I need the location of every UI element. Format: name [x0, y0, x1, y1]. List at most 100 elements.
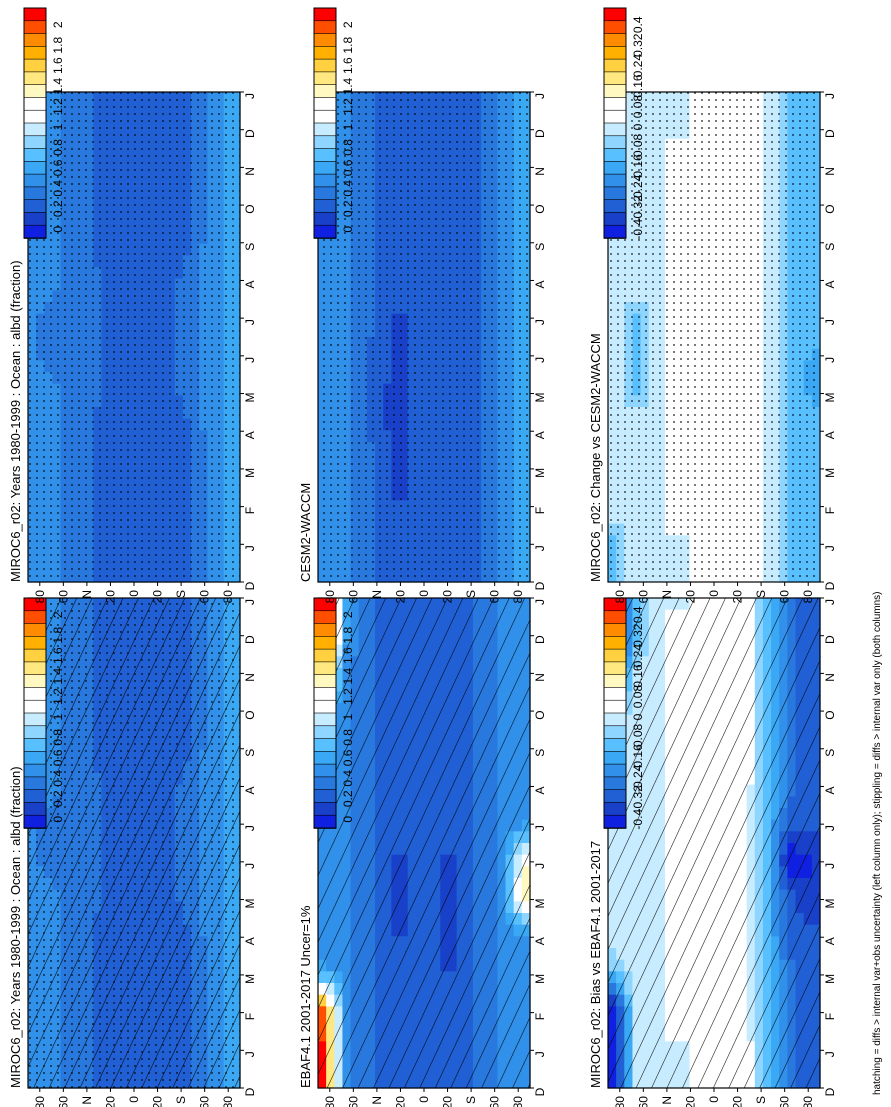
colorbar-label: 0.8 [341, 139, 355, 156]
colorbar-box [23, 186, 47, 201]
colorbar-label: 1 [51, 123, 65, 130]
lat-tick-label: 0 [127, 1096, 141, 1103]
colorbar-box [313, 623, 337, 638]
colorbar-box [23, 636, 47, 650]
colorbar-box [23, 161, 47, 175]
month-tick-label: J [243, 545, 257, 551]
lat-tick-label: 60 [488, 590, 502, 604]
colorbar-box [313, 109, 337, 124]
colorbar-box [313, 738, 337, 753]
colorbar-label: 0.2 [341, 200, 355, 217]
lat-tick-label: 20 [103, 1096, 117, 1107]
colorbar-label: 1.8 [51, 627, 65, 644]
month-tick-label: D [243, 581, 257, 590]
colorbar-box [313, 789, 337, 804]
colorbar-label: 0.8 [51, 729, 65, 746]
lat-tick-label: 60 [56, 590, 70, 604]
lat-tick-label: 0 [417, 1096, 431, 1103]
month-tick-label: S [243, 749, 257, 757]
month-tick-label: J [533, 599, 547, 605]
colorbar-label: 0.4 [51, 770, 65, 787]
colorbar-box [313, 224, 337, 239]
lat-tick-label: 0 [127, 590, 141, 597]
colorbar-box [23, 58, 47, 73]
stippling-overlay [28, 598, 240, 1088]
colorbar-box [23, 712, 47, 727]
colorbar-box [23, 109, 47, 124]
panel-4: 80 60 N 20 0 20 S 60 80DJFMAMJJASONDJCESM2-WACCM… [298, 7, 547, 604]
month-tick-label: J [533, 1051, 547, 1057]
lat-tick-label: S [174, 590, 188, 598]
colorbar-label: 0.4 [341, 180, 355, 197]
lat-tick-label: N [80, 590, 94, 599]
month-tick-label: O [243, 710, 257, 719]
month-tick-label: M [243, 974, 257, 984]
colorbar-box [23, 725, 47, 740]
colorbar-box [23, 674, 47, 689]
colorbar-box [313, 71, 337, 86]
colorbar-label: 1.8 [51, 37, 65, 54]
colorbar-frame [23, 597, 47, 829]
colorbar-box [313, 7, 337, 22]
month-tick-label: A [533, 786, 547, 794]
month-tick-label: J [243, 319, 257, 325]
lat-tick-label: 80 [33, 590, 47, 604]
colorbar-box [23, 33, 47, 48]
lat-tick-label: 0 [417, 590, 431, 597]
colorbar-box [23, 687, 47, 702]
colorbar-box [23, 20, 47, 35]
colorbar-box [23, 46, 47, 60]
month-tick-label: D [533, 635, 547, 644]
colorbar-box [313, 186, 337, 201]
panel-2: 80 60 N 20 0 20 S 60 80DJFMAMJJASONDJMIROC6_r02:… [8, 7, 257, 604]
lat-tick-label: 80 [323, 590, 337, 604]
month-tick-label: J [533, 545, 547, 551]
colorbar-label: 1.4 [341, 667, 355, 684]
month-tick-label: J [243, 1051, 257, 1057]
month-tick-label: J [533, 357, 547, 363]
lat-tick-label: 80 [511, 590, 525, 604]
panel-1: 80 60 N 20 0 20 S 60 80DJFMAMJJASONDJMIROC6_r02:… [8, 597, 257, 1107]
colorbar-box [23, 224, 47, 239]
month-tick-label: J [243, 825, 257, 831]
colorbar-box [313, 636, 337, 650]
month-tick-label: D [533, 581, 547, 590]
month-tick-label: A [243, 937, 257, 945]
colorbar-box [313, 161, 337, 175]
month-tick-label: D [243, 1087, 257, 1096]
colorbar-box [313, 97, 337, 112]
colorbar-box [23, 763, 47, 778]
colorbar-label: 0.8 [341, 729, 355, 746]
colorbar-label: 2 [51, 21, 65, 28]
month-tick-label: D [533, 1087, 547, 1096]
colorbar-box [313, 199, 337, 214]
month-tick-label: F [243, 1013, 257, 1020]
lat-tick-label: 20 [151, 590, 165, 604]
lat-tick-label: 60 [56, 1096, 70, 1107]
colorbar-box [313, 173, 337, 188]
month-tick-label: M [533, 393, 547, 403]
lat-tick-label: N [370, 1096, 384, 1105]
month-tick-label: N [533, 673, 547, 682]
colorbar-label: 0.6 [51, 159, 65, 176]
colorbar-box [23, 802, 47, 817]
month-tick-label: S [243, 243, 257, 251]
colorbar-label: 0 [51, 226, 65, 233]
colorbar-label: 1.2 [341, 688, 355, 705]
colorbar-label: 0.8 [51, 139, 65, 156]
colorbar-frame [313, 597, 337, 829]
colorbar-box [313, 610, 337, 625]
colorbar-box [23, 212, 47, 227]
colorbar-box [313, 674, 337, 689]
lat-tick-label: 60 [346, 1096, 360, 1107]
colorbar-box [313, 763, 337, 778]
lat-tick-label: S [464, 590, 478, 598]
lat-tick-label: 20 [393, 1096, 407, 1107]
lat-tick-label: S [174, 1096, 188, 1104]
colorbar-label: 1 [51, 713, 65, 720]
month-tick-label: D [533, 129, 547, 138]
colorbar-label: 2 [341, 611, 355, 618]
lat-tick-label: 20 [441, 1096, 455, 1107]
panel-title: MIROC6_r02: Years 1980-1999 : Ocean : al… [8, 260, 23, 582]
